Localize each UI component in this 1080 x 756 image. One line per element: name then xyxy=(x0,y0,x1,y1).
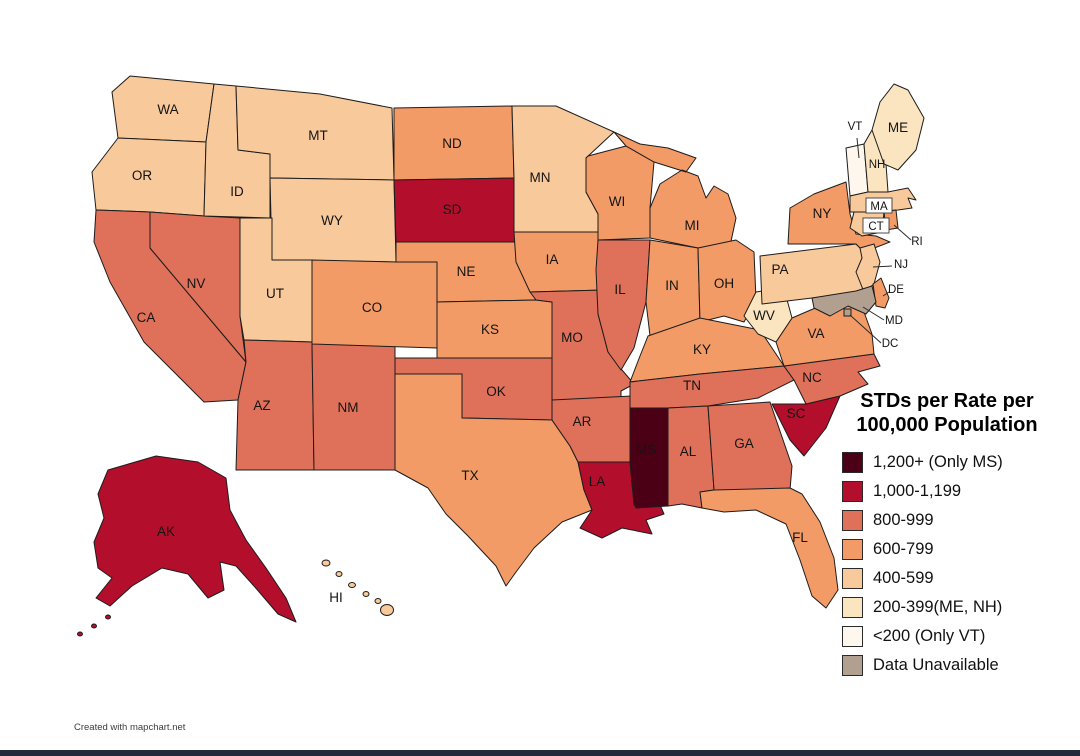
island[interactable] xyxy=(77,631,83,637)
island[interactable] xyxy=(374,598,382,604)
nj-leader-line xyxy=(872,265,893,268)
legend-label-cat1000: 1,000-1,199 xyxy=(873,482,962,500)
bottom-edge-bar xyxy=(0,750,1080,756)
legend-label-cat600: 600-799 xyxy=(873,540,934,558)
legend-swatch-cat600[interactable] xyxy=(842,539,863,560)
state-label-RI: RI xyxy=(911,236,923,248)
legend-label-cat1200: 1,200+ (Only MS) xyxy=(873,453,1003,471)
state-GA[interactable] xyxy=(707,401,793,491)
state-FL[interactable] xyxy=(699,487,839,609)
legend-row-cat800[interactable]: 800-999 xyxy=(842,506,1003,535)
state-NC[interactable] xyxy=(783,353,881,405)
map-title-line2: 100,000 Population xyxy=(856,413,1038,436)
map-title-line1: STDs per Rate per xyxy=(860,390,1034,412)
legend-row-cat200[interactable]: 200-399(ME, NH) xyxy=(842,593,1003,622)
md-leader-line xyxy=(862,306,885,321)
attribution: Created with mapchart.net xyxy=(74,722,186,733)
legend-row-cat600[interactable]: 600-799 xyxy=(842,535,1003,564)
state-SD[interactable] xyxy=(393,177,517,243)
state-TX[interactable] xyxy=(394,373,593,587)
state-AK[interactable] xyxy=(93,455,297,623)
state-KS[interactable] xyxy=(436,299,553,359)
state-ND[interactable] xyxy=(393,105,515,181)
state-CO[interactable] xyxy=(311,259,438,349)
legend-label-cat400: 400-599 xyxy=(873,569,934,587)
state-AZ[interactable] xyxy=(235,339,315,471)
state-WY[interactable] xyxy=(269,177,397,263)
legend-swatch-cat800[interactable] xyxy=(842,510,863,531)
state-OR[interactable] xyxy=(91,137,207,217)
legend-swatch-cat200[interactable] xyxy=(842,597,863,618)
ma-label-box xyxy=(865,197,893,214)
dc-leader-line xyxy=(849,314,882,344)
island[interactable] xyxy=(91,623,97,629)
state-WA[interactable] xyxy=(111,75,215,143)
island[interactable] xyxy=(380,604,394,616)
map-title: STDs per Rate per 100,000 Population xyxy=(834,390,1060,437)
legend-swatch-cat0[interactable] xyxy=(842,626,863,647)
state-AK-islands[interactable] xyxy=(77,614,111,637)
de-leader-line xyxy=(882,291,890,297)
legend-row-cat1200[interactable]: 1,200+ (Only MS) xyxy=(842,448,1003,477)
legend-row-cat0[interactable]: <200 (Only VT) xyxy=(842,622,1003,651)
island[interactable] xyxy=(335,571,343,577)
state-IA[interactable] xyxy=(513,231,611,293)
legend: 1,200+ (Only MS) 1,000-1,199 800-999 600-79… xyxy=(842,448,1003,680)
ct-label-box xyxy=(862,217,890,234)
legend-row-cat1000[interactable]: 1,000-1,199 xyxy=(842,477,1003,506)
legend-swatch-catNA[interactable] xyxy=(842,655,863,676)
legend-swatch-cat1200[interactable] xyxy=(842,452,863,473)
legend-swatch-cat400[interactable] xyxy=(842,568,863,589)
ri-leader-line xyxy=(893,224,912,241)
state-label-HI: HI xyxy=(329,590,343,605)
vt-leader-line xyxy=(856,137,860,159)
legend-row-cat400[interactable]: 400-599 xyxy=(842,564,1003,593)
legend-swatch-cat1000[interactable] xyxy=(842,481,863,502)
legend-row-catNA[interactable]: Data Unavailable xyxy=(842,651,1003,680)
state-label-DC: DC xyxy=(882,338,899,350)
legend-label-cat800: 800-999 xyxy=(873,511,934,529)
state-HI-islands[interactable] xyxy=(321,559,394,616)
state-DC[interactable] xyxy=(843,308,852,317)
state-label-MD: MD xyxy=(885,315,903,327)
island[interactable] xyxy=(348,582,356,588)
state-NM[interactable] xyxy=(311,343,396,471)
state-label-DE: DE xyxy=(888,284,904,296)
overlay-layer xyxy=(849,137,912,344)
state-MD[interactable] xyxy=(811,285,877,317)
island[interactable] xyxy=(105,614,111,620)
states-layer xyxy=(77,75,925,637)
state-label-NJ: NJ xyxy=(894,259,908,271)
legend-label-catNA: Data Unavailable xyxy=(873,656,999,674)
island[interactable] xyxy=(362,591,370,597)
legend-label-cat0: <200 (Only VT) xyxy=(873,627,986,645)
state-ME[interactable] xyxy=(871,83,925,171)
island[interactable] xyxy=(321,559,331,567)
state-label-VT: VT xyxy=(848,121,863,133)
legend-label-cat200: 200-399(ME, NH) xyxy=(873,598,1003,616)
state-MS[interactable] xyxy=(629,407,669,509)
